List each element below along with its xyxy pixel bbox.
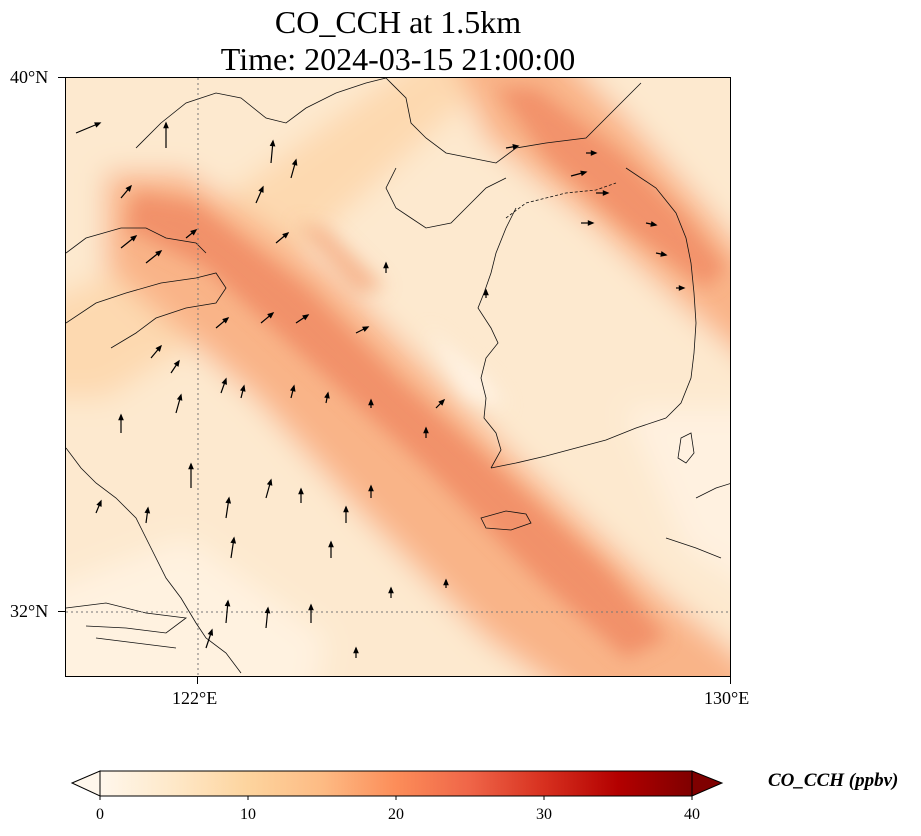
wind-arrow [570,170,588,177]
wind-arrow [295,314,310,324]
tsushima [677,432,695,464]
wind-arrow [144,506,151,524]
wind-arrow [586,150,598,156]
south-pale [66,538,326,676]
lat-label-40n: 40°N [10,67,49,87]
liaoning-coast [135,78,642,164]
wind-arrow [676,285,686,291]
wind-arrow [185,229,198,239]
colorbar-tick-20: 20 [388,806,404,823]
wind-arrow [328,540,334,558]
wind-arrow [265,478,273,499]
wind-arrow [260,312,275,324]
wind-arrow [188,462,194,488]
yangtze-estuary [66,602,188,649]
wind-arrow [120,184,132,199]
wind-arrow [75,122,102,134]
wind-arrow [239,384,246,399]
wind-arrow [220,377,227,394]
colorbar-tick-0: 0 [96,806,104,823]
wind-arrow [225,496,232,519]
wind-arrow [175,393,183,414]
map-subtitle-time: Time: 2024-03-15 21:00:00 [220,41,576,77]
wind-arrow [289,384,296,399]
wind-arrow [308,603,314,623]
shandong-north-coast [66,227,207,254]
jiangsu-coast [66,447,242,674]
korea-south-coast [490,417,667,469]
wind-arrow [343,505,349,523]
lon-label-130e: 130°E [704,688,750,708]
gridlines [66,78,730,676]
wind-arrow [435,398,446,409]
kyushu-coast [665,483,730,559]
colorbar-label: CO_CCH (ppbv) [768,770,899,791]
wind-arrow [118,413,124,433]
wind-arrow [170,359,180,374]
wind-arrow [224,599,231,624]
wind-arrow [324,391,330,404]
lon-tick-130e [730,677,731,684]
jeju-island [480,510,532,531]
wind-arrow [383,261,389,273]
wind-arrow [264,606,271,629]
colorbar-extend-max [691,770,724,797]
colorbar-tick-10: 10 [240,806,256,823]
wind-arrow [145,250,163,264]
dmz-border [505,182,617,219]
colorbar-tick-30: 30 [536,806,552,823]
liaodong-peninsula [385,167,507,229]
east-pale [626,408,730,576]
lon-label-122e: 122°E [172,688,218,708]
coastlines [66,78,730,674]
wind-arrow [215,317,230,329]
wind-arrow [423,426,429,438]
wind-arrows [75,121,686,658]
wind-arrow [353,646,359,658]
lat-tick-40n [58,77,65,78]
wind-arrow [298,487,304,503]
wind-arrow [596,190,610,196]
wind-arrow [205,628,214,649]
map-title: CO_CCH at 1.5km [274,4,522,40]
wind-arrow [443,578,449,588]
wind-arrow [255,185,264,204]
wind-arrow [290,158,298,179]
wind-arrow [645,221,658,227]
wind-arrow [581,220,595,226]
shandong-coast [66,272,227,349]
lon-tick-122e [197,677,198,684]
wind-arrow [269,139,276,164]
colorbar-tick-40: 40 [684,806,700,823]
lat-tick-32n [58,611,65,612]
wind-arrow [355,326,370,334]
wind-arrow [388,586,394,598]
wind-arrow [483,288,489,298]
map-panel [65,77,731,677]
wind-arrow [230,536,237,559]
colorbar-extend-min [70,770,101,797]
wind-arrow [275,232,290,244]
colorbar [70,770,724,800]
wind-arrow [120,235,138,249]
colorbar-gradient [99,770,693,797]
korea-west-coast [477,207,517,469]
wind-arrow [150,344,162,359]
concentration-peaks [126,88,726,658]
map-canvas [66,78,730,676]
korea-band [462,78,730,347]
lat-label-32n: 32°N [10,601,49,621]
wind-arrow [368,398,374,408]
wind-arrow [95,499,102,514]
korea-east-coast [625,167,697,419]
wind-arrow [655,251,668,257]
wind-arrow [163,121,169,148]
wind-arrow [368,484,374,498]
wind-arrow [505,144,520,150]
